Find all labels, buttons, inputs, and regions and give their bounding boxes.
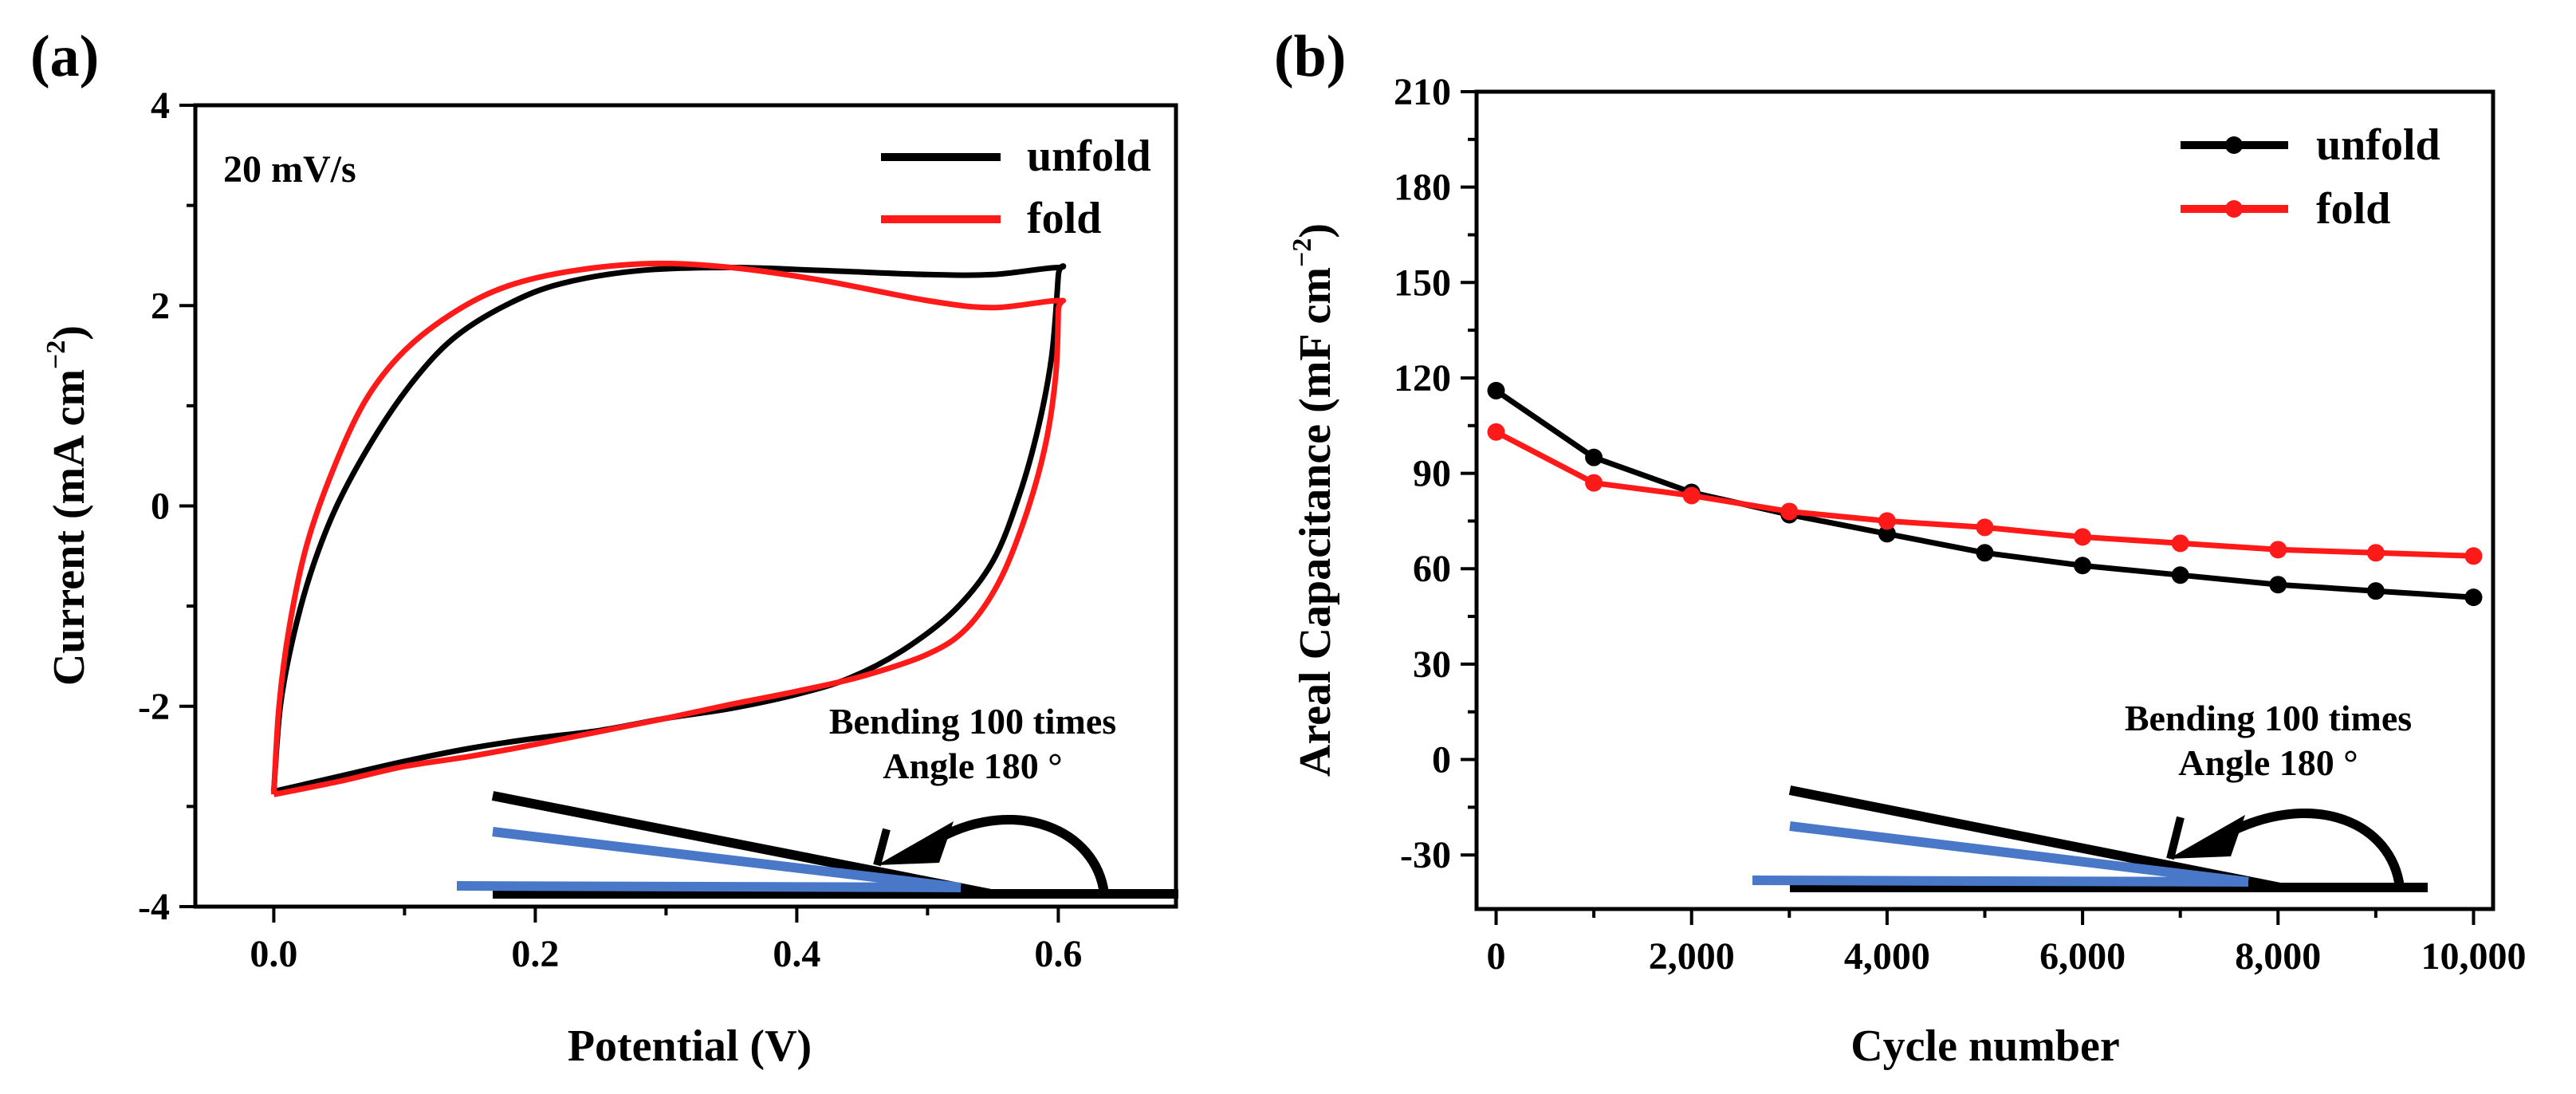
scan-rate-label: 20 mV/s — [223, 148, 356, 191]
x-tick-label: 8,000 — [2235, 935, 2321, 978]
data-point-fold — [2464, 547, 2483, 565]
data-point-fold — [1976, 518, 1994, 537]
bending-sheet-blue-2 — [1752, 876, 2249, 887]
panel-a-legend: unfold fold — [881, 132, 1151, 243]
bending-pointer — [2166, 816, 2185, 860]
x-tick-label: 0.6 — [1034, 933, 1082, 975]
legend-unfold-label: unfold — [2316, 120, 2440, 170]
y-tick-label: 210 — [1394, 71, 1451, 113]
legend-fold-marker — [2225, 200, 2243, 218]
series-line-unfold — [1494, 388, 2474, 600]
data-point-fold — [1682, 486, 1701, 505]
data-point-unfold — [1878, 525, 1896, 543]
panel-a-y-axis-title: Current (mA cm−2) — [41, 325, 94, 686]
data-point-unfold — [2366, 582, 2385, 600]
data-point-unfold — [2074, 557, 2092, 575]
data-point-unfold — [1976, 544, 1994, 562]
y-tick-label: 0 — [151, 486, 170, 528]
legend-unfold-marker — [2225, 136, 2243, 154]
arc-arrowhead-icon — [877, 821, 954, 865]
bending-arc — [2230, 809, 2405, 888]
x-tick-label: 0.2 — [511, 933, 559, 975]
data-point-fold — [2171, 534, 2189, 553]
panel-a-plot-frame — [193, 103, 1178, 909]
x-tick-label: 0.4 — [773, 933, 820, 975]
bending-sheet-blue-2 — [456, 881, 962, 892]
legend-fold-label: fold — [2316, 184, 2390, 234]
bending-sheet-blue-1 — [1789, 821, 2249, 887]
y-tick-label: -2 — [138, 686, 170, 728]
x-tick-label: 2,000 — [1649, 935, 1735, 978]
y-tick-label: 2 — [151, 285, 170, 327]
y-tick-label: -4 — [138, 886, 170, 928]
data-point-fold — [1585, 474, 1603, 492]
panel-a-label: (a) — [30, 24, 99, 89]
data-point-fold — [1780, 502, 1799, 521]
x-tick-label: 10,000 — [2421, 935, 2526, 978]
y-tick-label: 0 — [1432, 739, 1451, 781]
panel-a-x-axis-title: Potential (V) — [568, 1021, 812, 1071]
bending-arc — [938, 815, 1109, 895]
data-point-unfold — [1487, 381, 1505, 399]
x-tick-label: 0.0 — [250, 933, 297, 975]
arc-arrowhead-icon — [2169, 815, 2245, 859]
panel-b-y-axis-title: Areal Capacitance (mF cm−2) — [1288, 223, 1340, 777]
panel-a-bending-illustration: Bending 100 times Angle 180 ° — [456, 701, 1178, 899]
y-tick-label: 150 — [1394, 262, 1451, 304]
data-point-unfold — [1585, 448, 1603, 466]
data-point-fold — [1878, 512, 1896, 530]
data-point-unfold — [2464, 588, 2483, 607]
panel-a: (a) 0.0 0.2 0.4 0.6 -4 -2 0 2 4 Bending 100 time… — [30, 24, 1178, 1071]
data-point-unfold — [2269, 576, 2287, 594]
panel-b: (b) 0 2,000 4,000 6,000 8,000 10,000 -30 0 30 60 9… — [1274, 24, 2526, 1071]
y-tick-label: 180 — [1394, 167, 1451, 209]
series-line-fold — [1494, 429, 2474, 559]
annotation-angle: Angle 180 ° — [883, 746, 1062, 786]
panel-b-plot-frame — [1474, 89, 2495, 911]
series-line-fold — [270, 260, 1067, 797]
y-tick-label: 4 — [151, 85, 170, 127]
panel-b-x-axis-title: Cycle number — [1850, 1021, 2120, 1071]
panel-b-series — [1487, 381, 2483, 607]
data-point-unfold — [2171, 566, 2189, 584]
y-tick-label: -30 — [1400, 834, 1451, 876]
data-point-fold — [1487, 423, 1505, 441]
legend-unfold-label: unfold — [1027, 132, 1151, 181]
x-tick-label: 0 — [1487, 935, 1506, 978]
x-tick-label: 6,000 — [2039, 935, 2126, 978]
bending-pointer — [873, 828, 891, 867]
panel-a-tick-labels: 0.0 0.2 0.4 0.6 -4 -2 0 2 4 — [138, 85, 1082, 975]
annotation-bending: Bending 100 times — [2125, 698, 2412, 738]
annotation-bending: Bending 100 times — [829, 701, 1116, 742]
data-point-fold — [2269, 541, 2287, 559]
panel-b-legend: unfold fold — [2181, 120, 2440, 234]
panel-b-bending-illustration: Bending 100 times Angle 180 ° — [1752, 698, 2428, 892]
panel-a-series — [270, 260, 1067, 797]
y-tick-label: 60 — [1413, 548, 1451, 590]
panel-b-label: (b) — [1274, 24, 1346, 89]
x-tick-label: 4,000 — [1844, 935, 1930, 978]
panel-a-ticks — [179, 104, 1060, 923]
y-tick-label: 120 — [1394, 357, 1451, 399]
annotation-angle: Angle 180 ° — [2178, 742, 2358, 783]
legend-fold-label: fold — [1027, 194, 1101, 243]
panel-b-tick-labels: 0 2,000 4,000 6,000 8,000 10,000 -30 0 30 60 90 120… — [1394, 71, 2526, 978]
y-tick-label: 90 — [1413, 453, 1451, 495]
bending-sheet-blue-1 — [492, 827, 962, 892]
y-tick-label: 30 — [1413, 643, 1451, 686]
data-point-fold — [2366, 544, 2385, 562]
data-point-fold — [2074, 528, 2092, 546]
